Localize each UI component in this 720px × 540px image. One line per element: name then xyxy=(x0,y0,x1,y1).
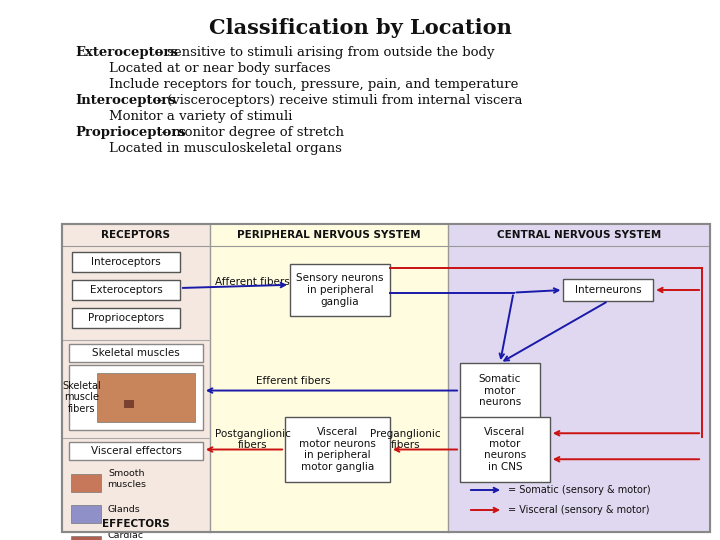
Bar xyxy=(460,363,540,418)
Text: Sensory neurons
in peripheral
ganglia: Sensory neurons in peripheral ganglia xyxy=(296,273,384,307)
Text: Visceral effectors: Visceral effectors xyxy=(91,446,181,456)
Text: Include receptors for touch, pressure, pain, and temperature: Include receptors for touch, pressure, p… xyxy=(75,78,518,91)
Text: Cardiac
muscle: Cardiac muscle xyxy=(107,531,143,540)
Text: Postganglionic
fibers: Postganglionic fibers xyxy=(215,429,291,450)
Text: – sensitive to stimuli arising from outside the body: – sensitive to stimuli arising from outs… xyxy=(152,46,494,59)
Bar xyxy=(69,442,203,460)
Bar xyxy=(71,505,101,523)
Text: Efferent fibers: Efferent fibers xyxy=(256,375,330,386)
Text: CENTRAL NERVOUS SYSTEM: CENTRAL NERVOUS SYSTEM xyxy=(497,230,661,240)
Bar xyxy=(71,536,101,540)
Text: Exteroceptors: Exteroceptors xyxy=(89,285,163,295)
Bar xyxy=(69,344,203,362)
Text: Proprioceptors: Proprioceptors xyxy=(75,126,186,139)
Text: Proprioceptors: Proprioceptors xyxy=(88,313,164,323)
Text: Located in musculoskeletal organs: Located in musculoskeletal organs xyxy=(75,142,342,155)
Text: Classification by Location: Classification by Location xyxy=(209,18,511,38)
Text: Exteroceptors: Exteroceptors xyxy=(75,46,178,59)
Text: – monitor degree of stretch: – monitor degree of stretch xyxy=(158,126,344,139)
Text: EFFECTORS: EFFECTORS xyxy=(102,519,170,529)
Text: Skeletal
muscle
fibers: Skeletal muscle fibers xyxy=(63,381,102,414)
Text: = Somatic (sensory & motor): = Somatic (sensory & motor) xyxy=(508,485,651,495)
Bar xyxy=(72,308,180,328)
Text: RECEPTORS: RECEPTORS xyxy=(102,230,171,240)
Text: Afferent fibers: Afferent fibers xyxy=(215,277,289,287)
Text: Somatic
motor
neurons: Somatic motor neurons xyxy=(479,374,521,407)
Text: Smooth
muscles: Smooth muscles xyxy=(107,469,146,489)
Text: – (visceroceptors) receive stimuli from internal viscera: – (visceroceptors) receive stimuli from … xyxy=(152,94,522,107)
Text: Glands: Glands xyxy=(107,505,140,515)
Bar xyxy=(62,224,710,532)
Bar xyxy=(290,264,390,316)
Bar xyxy=(69,365,203,430)
Text: Interoceptors: Interoceptors xyxy=(75,94,176,107)
Text: Visceral
motor
neurons
in CNS: Visceral motor neurons in CNS xyxy=(484,427,526,472)
Bar xyxy=(71,474,101,492)
Bar xyxy=(448,224,710,532)
Bar xyxy=(72,280,180,300)
Text: Preganglionic
fibers: Preganglionic fibers xyxy=(370,429,441,450)
Bar xyxy=(285,417,390,482)
Text: Monitor a variety of stimuli: Monitor a variety of stimuli xyxy=(75,110,292,123)
Text: PERIPHERAL NERVOUS SYSTEM: PERIPHERAL NERVOUS SYSTEM xyxy=(237,230,420,240)
Text: Interneurons: Interneurons xyxy=(575,285,642,295)
Bar xyxy=(97,373,195,422)
Bar xyxy=(563,279,653,301)
Text: Located at or near body surfaces: Located at or near body surfaces xyxy=(75,62,330,75)
Text: Interoceptors: Interoceptors xyxy=(91,257,161,267)
Text: Visceral
motor neurons
in peripheral
motor ganglia: Visceral motor neurons in peripheral mot… xyxy=(299,427,376,472)
Text: = Visceral (sensory & motor): = Visceral (sensory & motor) xyxy=(508,505,649,515)
Bar xyxy=(72,252,180,272)
Bar xyxy=(62,224,710,532)
Bar xyxy=(210,224,448,532)
Bar xyxy=(460,417,550,482)
Text: Skeletal muscles: Skeletal muscles xyxy=(92,348,180,358)
Bar xyxy=(124,400,134,408)
